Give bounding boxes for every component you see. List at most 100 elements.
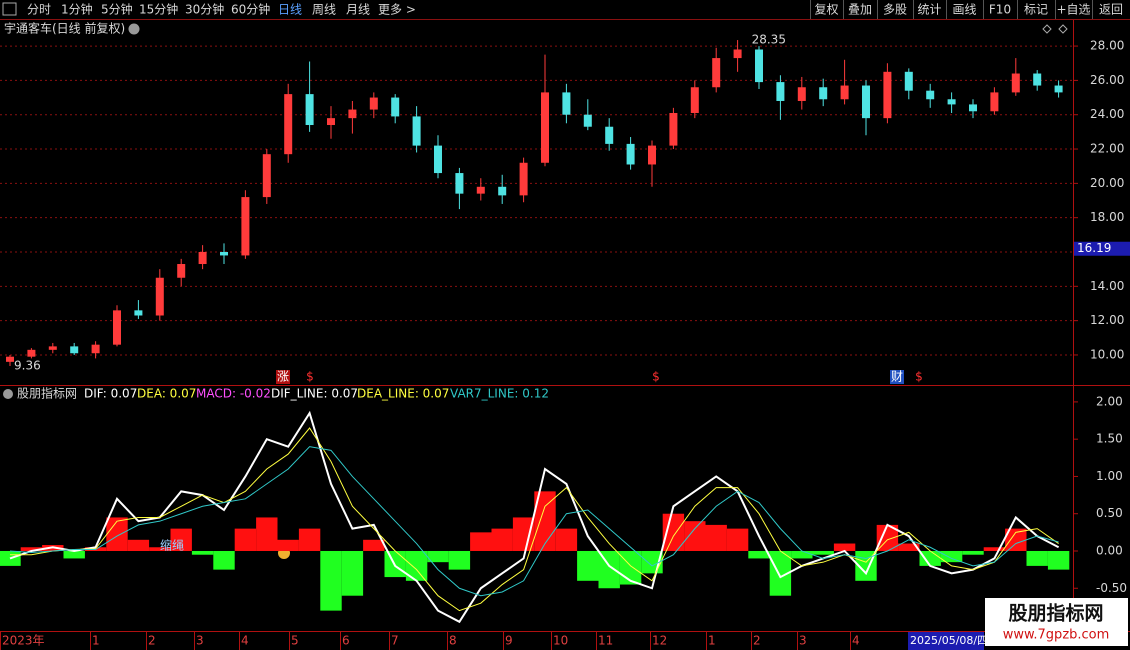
macd-bar (170, 528, 192, 551)
period-tab[interactable]: 月线 (346, 3, 370, 17)
candle-body (648, 145, 656, 165)
candle-body (155, 277, 164, 316)
candle-body (583, 114, 592, 127)
candle-body (434, 145, 442, 174)
macd-bar (919, 550, 941, 566)
macd-bar (341, 550, 364, 596)
period-tab[interactable]: 分时 (27, 3, 51, 17)
candle-body (969, 104, 977, 112)
macd-bar (876, 524, 899, 551)
candle-body (947, 99, 956, 105)
macd-bar (577, 550, 599, 581)
macd-bar (427, 550, 449, 563)
toolbar-button[interactable]: 叠加 (848, 3, 872, 17)
event-marker[interactable]: $ (915, 370, 923, 384)
time-label: 8 (449, 634, 457, 648)
macd-bar (298, 528, 321, 551)
macd-bar (106, 517, 128, 551)
y-tick-label: 0.50 (1096, 506, 1123, 520)
macd-bar (127, 539, 150, 551)
event-marker[interactable]: $ (306, 370, 314, 384)
candle-body (48, 346, 57, 350)
candle-body (262, 154, 271, 198)
toolbar-button[interactable]: 画线 (952, 3, 976, 17)
toolbar-button[interactable]: 多股 (883, 3, 907, 17)
period-tab[interactable]: 60分钟 (231, 2, 270, 17)
candle-body (113, 310, 121, 345)
period-tab[interactable]: 1分钟 (61, 2, 93, 17)
time-label: 1 (708, 634, 716, 648)
y-tick-label: 28.00 (1090, 39, 1124, 53)
macd-bar (791, 550, 813, 559)
indicator-title: 股朋指标网 (17, 386, 77, 401)
legend-entry: VAR7_LINE: 0.12 (450, 387, 549, 401)
macd-bar (748, 550, 770, 559)
toolbar-button[interactable]: +自选 (1056, 3, 1090, 17)
menu-icon[interactable] (2, 2, 17, 16)
time-label: 2023年 (2, 634, 45, 648)
candle-body (562, 92, 571, 115)
candle-body (1011, 73, 1020, 93)
macd-bar (20, 547, 43, 551)
indicator-line (9, 446, 1059, 597)
macd-bar (833, 543, 856, 551)
toolbar-button[interactable]: 复权 (814, 3, 838, 17)
candle-body (690, 87, 699, 113)
candle-body (1033, 73, 1042, 86)
toolbar-button[interactable]: 返回 (1099, 3, 1123, 17)
candle-body (177, 264, 186, 278)
period-tab[interactable]: 更多 > (378, 3, 416, 17)
event-marker[interactable]: 涨 (277, 369, 289, 384)
macd-bar (726, 528, 749, 551)
y-tick-label: 20.00 (1090, 176, 1124, 190)
candle-body (733, 49, 742, 59)
macd-bar (898, 543, 920, 551)
candle-body (797, 87, 806, 101)
y-tick-label: 26.00 (1090, 73, 1124, 87)
y-tick-label: 1.00 (1096, 469, 1123, 483)
time-label: 2 (753, 634, 761, 648)
macd-bar (405, 550, 428, 581)
time-label: 4 (241, 634, 249, 648)
candle-body (541, 92, 549, 163)
toolbar-button[interactable]: F10 (989, 3, 1011, 17)
y-tick-label: 18.00 (1090, 210, 1124, 224)
event-marker[interactable]: 财 (891, 370, 903, 384)
toolbar-button[interactable]: 标记 (1024, 3, 1048, 17)
event-marker[interactable]: $ (652, 370, 660, 384)
y-tick-label: 22.00 (1090, 142, 1124, 156)
toolbar-button[interactable]: 统计 (917, 3, 941, 17)
period-tab[interactable]: 5分钟 (101, 2, 133, 17)
macd-bar (1047, 550, 1070, 570)
title-dropdown[interactable] (128, 23, 140, 35)
macd-bar (940, 550, 963, 563)
macd-bar (598, 550, 620, 589)
candle-body (391, 97, 400, 117)
time-label: 6 (342, 634, 350, 648)
period-tab[interactable]: 15分钟 (139, 2, 178, 17)
candle-body (476, 186, 485, 194)
y-tick-label: 0.00 (1096, 543, 1123, 557)
period-tab[interactable]: 30分钟 (185, 2, 224, 17)
macd-bar (1005, 528, 1027, 551)
candle-body (284, 94, 293, 155)
time-label: 3 (799, 634, 807, 648)
macd-bar (234, 528, 257, 551)
watermark-box (985, 598, 1128, 646)
panel-icons[interactable] (1042, 24, 1068, 34)
y-tick-label: -0.50 (1096, 581, 1127, 595)
cursor-date-box (908, 632, 984, 650)
period-tab[interactable]: 日线 (278, 3, 302, 17)
cursor-price: 16.19 (1077, 241, 1111, 255)
period-tab[interactable]: 周线 (312, 3, 336, 17)
candle-body (990, 92, 999, 112)
macd-bar (149, 547, 171, 551)
macd-bar (448, 550, 471, 570)
indicator-dropdown[interactable] (3, 389, 13, 399)
max-price-label: 28.35 (752, 33, 786, 47)
candle-body (862, 85, 870, 119)
time-label: 5 (291, 634, 299, 648)
candle-body (241, 197, 250, 256)
candle-body (819, 87, 828, 100)
